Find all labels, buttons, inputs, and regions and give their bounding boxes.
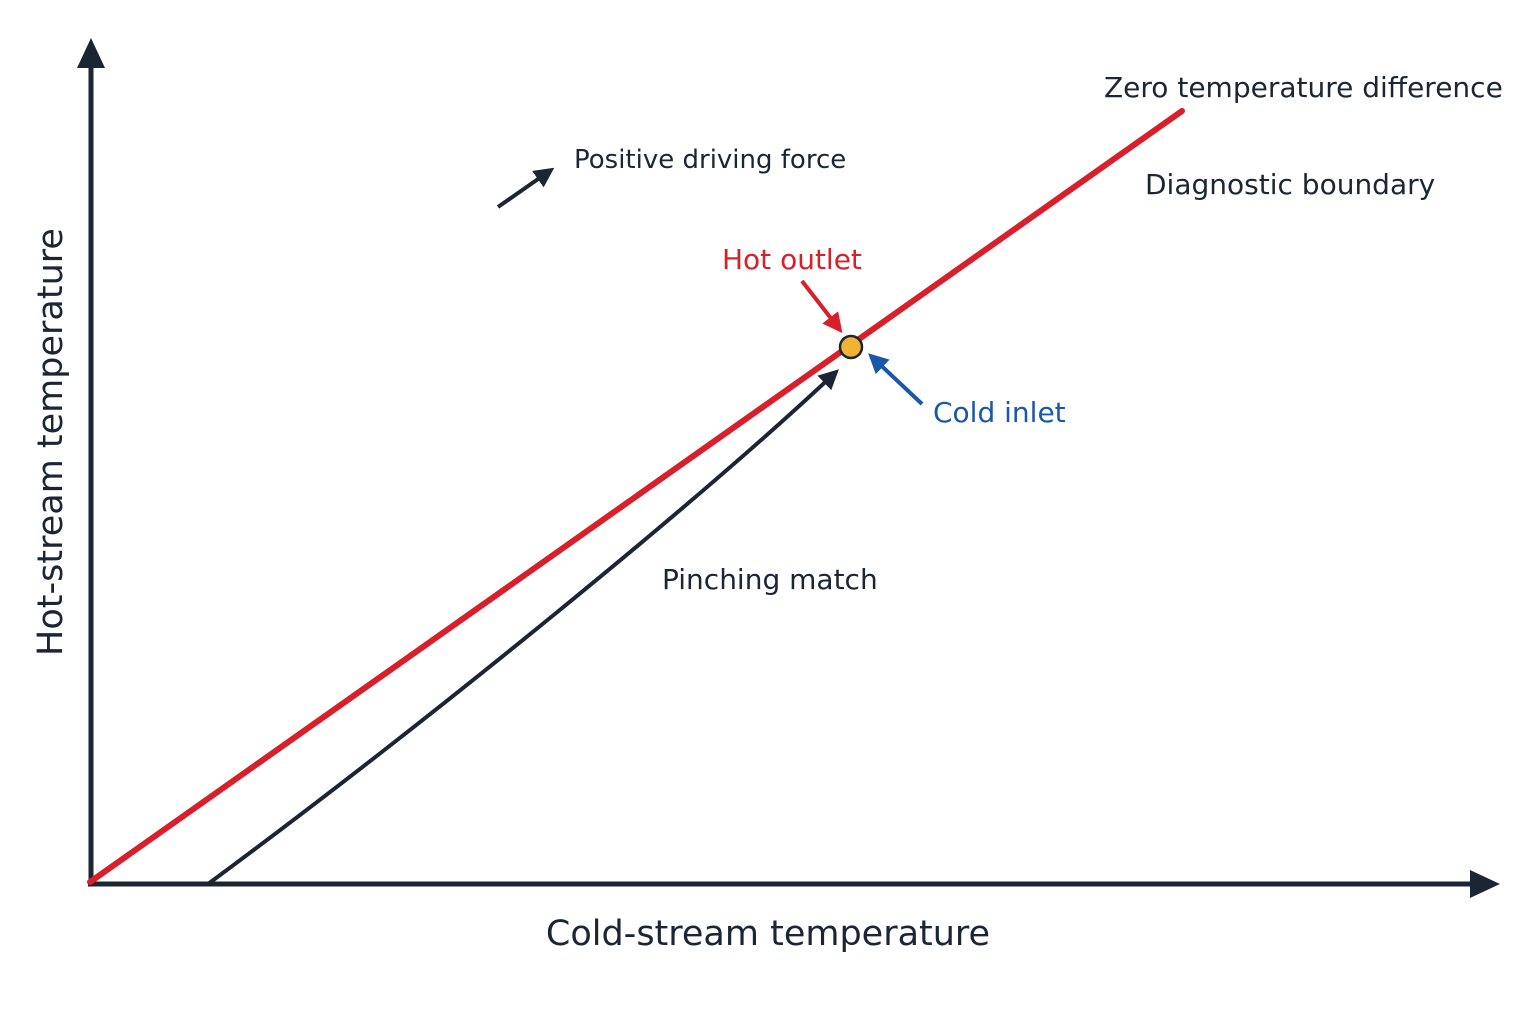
cold-inlet-arrow-icon bbox=[868, 353, 924, 406]
boundary-label: Diagnostic boundary bbox=[1145, 168, 1435, 201]
cold-inlet-label: Cold inlet bbox=[933, 396, 1066, 429]
hot-outlet-label: Hot outlet bbox=[722, 243, 862, 276]
pinch-point-marker bbox=[838, 334, 864, 360]
x-axis-arrowhead-icon bbox=[1470, 870, 1500, 898]
pinching-match-curve bbox=[206, 369, 839, 886]
x-axis-title: Cold-stream temperature bbox=[546, 914, 990, 954]
zero-difference-line bbox=[87, 108, 1185, 885]
pinching-match-label: Pinching match bbox=[662, 563, 878, 596]
positive-force-arrow-icon bbox=[496, 167, 555, 209]
positive-force-label: Positive driving force bbox=[574, 145, 846, 175]
zero-difference-label: Zero temperature difference bbox=[1104, 71, 1503, 104]
hot-outlet-arrow-icon bbox=[800, 279, 843, 334]
y-axis-title: Hot-stream temperature bbox=[31, 228, 71, 656]
y-axis-arrowhead-icon bbox=[77, 38, 105, 68]
